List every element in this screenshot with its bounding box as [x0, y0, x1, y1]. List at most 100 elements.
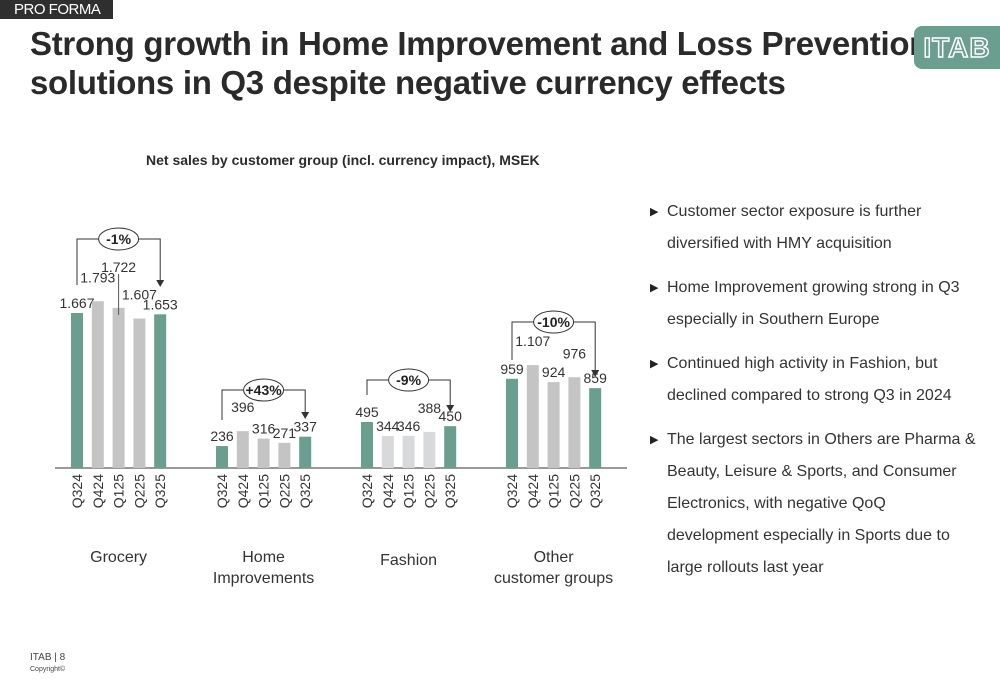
change-badge	[388, 368, 430, 392]
data-label: 450	[439, 408, 463, 424]
data-label: 396	[231, 399, 255, 415]
category-label: Other customer groups	[474, 547, 634, 589]
bullet-list: ▶ Customer sector exposure is further div…	[648, 196, 978, 596]
tick-label: Q424	[525, 474, 541, 508]
data-label: 346	[397, 418, 421, 434]
tick-label: Q424	[90, 474, 106, 508]
bar	[547, 382, 560, 468]
chart-title: Net sales by customer group (incl. curre…	[146, 152, 540, 168]
bullet-text: Continued high activity in Fashion, but …	[667, 355, 952, 404]
bar	[506, 378, 518, 468]
category-label-line: customer groups	[494, 570, 614, 587]
change-label: -9%	[396, 372, 421, 388]
triangle-right-icon: ▶	[650, 358, 659, 370]
data-label: 1.793	[80, 269, 115, 285]
bar	[423, 431, 436, 468]
change-badge	[243, 378, 285, 402]
tick-label: Q225	[421, 474, 437, 508]
bar	[444, 426, 457, 468]
bullet-text: Customer sector exposure is further dive…	[667, 203, 922, 252]
bar	[154, 314, 167, 468]
data-label: 1.607	[122, 287, 157, 303]
data-label: 337	[294, 419, 318, 435]
bar	[568, 377, 581, 468]
bar	[71, 313, 83, 468]
category-label: Fashion	[329, 550, 489, 571]
category-label-line: Grocery	[90, 549, 148, 566]
bar	[112, 307, 125, 468]
tick-label: Q424	[380, 474, 396, 508]
title-line-1: Strong growth in Home Improvement and Lo…	[30, 25, 930, 62]
bullet-item: ▶ Customer sector exposure is further div…	[648, 196, 978, 260]
bar	[381, 436, 394, 468]
category-label-line: Home	[242, 549, 285, 566]
bar	[257, 438, 270, 468]
category-label-line: Improvements	[212, 570, 315, 587]
bar	[526, 365, 539, 468]
bar	[589, 388, 602, 468]
bullet-item: ▶ Home Improvement growing strong in Q3 e…	[648, 272, 978, 336]
data-label: 1.653	[143, 296, 178, 312]
tick-label: Q125	[401, 474, 417, 508]
category-label: Grocery	[39, 547, 199, 568]
logo-text: ITAB	[923, 31, 991, 64]
itab-logo: ITAB	[914, 26, 1000, 69]
tick-label: Q424	[235, 474, 251, 508]
data-label: 388	[418, 400, 442, 416]
tick-label: Q125	[111, 474, 127, 508]
bar	[216, 446, 228, 468]
arrow-head-icon	[591, 370, 600, 377]
tick-label: Q125	[256, 474, 272, 508]
data-label: 316	[252, 421, 276, 437]
tick-label: Q325	[297, 474, 313, 508]
bar	[236, 431, 249, 468]
change-label: -10%	[537, 314, 570, 330]
data-label: 859	[584, 370, 608, 386]
tick-label: Q324	[69, 474, 85, 508]
tick-label: Q125	[546, 474, 562, 508]
bullet-item: ▶ The largest sectors in Others are Pharm…	[648, 424, 978, 584]
tick-label: Q325	[442, 474, 458, 508]
arrow-head-icon	[301, 412, 310, 419]
data-label: 924	[542, 364, 566, 380]
category-label: Home Improvements	[184, 547, 344, 589]
tick-label: Q225	[131, 474, 147, 508]
footer: ITAB | 8 Copyright©	[30, 652, 65, 676]
data-label: 959	[500, 361, 524, 377]
tick-label: Q324	[504, 474, 520, 508]
bar	[299, 436, 312, 468]
bar	[361, 421, 373, 468]
data-label: 1.107	[515, 333, 550, 349]
arrow-head-icon	[446, 405, 455, 412]
triangle-right-icon: ▶	[650, 206, 659, 218]
bar	[278, 442, 291, 468]
data-label: 236	[210, 428, 234, 444]
change-label: +43%	[245, 382, 282, 398]
tick-label: Q324	[359, 474, 375, 508]
pro-forma-tag: PRO FORMA	[0, 0, 113, 19]
data-label: 495	[355, 404, 379, 420]
copyright: Copyright©	[30, 666, 66, 673]
bullet-text: Home Improvement growing strong in Q3 es…	[667, 279, 960, 328]
data-label: 976	[563, 345, 587, 361]
category-label-line: Other	[533, 549, 574, 566]
data-label: 344	[376, 418, 400, 434]
change-badge	[98, 227, 140, 251]
title-line-2: solutions in Q3 despite negative currenc…	[30, 64, 786, 101]
arrow-head-icon	[156, 280, 165, 287]
tick-label: Q225	[566, 474, 582, 508]
data-label: 1.722	[101, 259, 136, 275]
category-label-line: Fashion	[380, 552, 438, 569]
change-label: -1%	[106, 231, 131, 247]
bar	[133, 318, 146, 468]
page-title: Strong growth in Home Improvement and Lo…	[30, 24, 929, 102]
page-number: ITAB | 8	[30, 652, 66, 663]
triangle-right-icon: ▶	[650, 282, 659, 294]
tick-label: Q325	[587, 474, 603, 508]
data-label: 1.667	[59, 295, 94, 311]
change-badge	[533, 310, 575, 334]
bullet-text: The largest sectors in Others are Pharma…	[667, 431, 976, 576]
data-label: 271	[273, 425, 297, 441]
bullet-item: ▶ Continued high activity in Fashion, but…	[648, 348, 978, 412]
tick-label: Q324	[214, 474, 230, 508]
